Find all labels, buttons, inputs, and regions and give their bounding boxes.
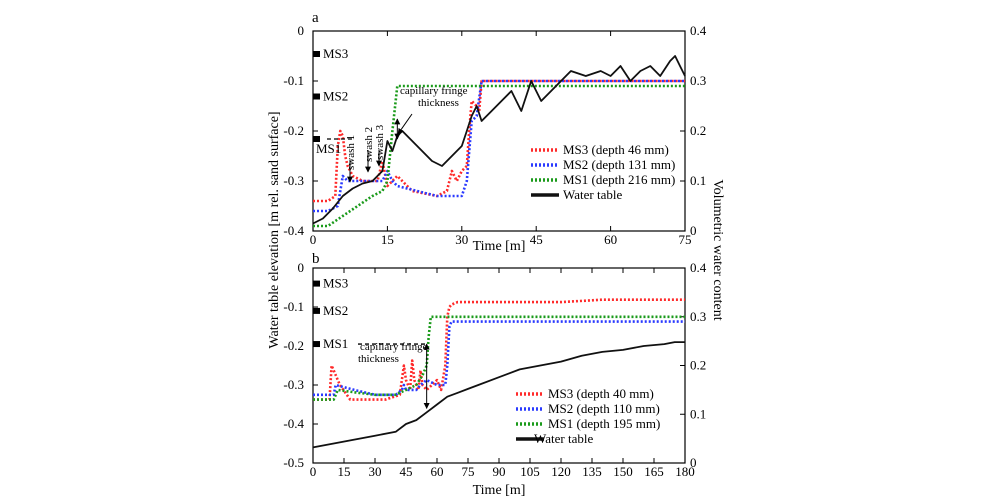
series-line-ms1: [313, 84, 685, 228]
legend-b-ms3-label: MS3 (depth 40 mm): [548, 386, 654, 401]
station-label-ms2: MS2: [323, 303, 348, 318]
x-tick-label: 15: [338, 464, 351, 479]
y-right-tick-label: 0.1: [690, 173, 706, 188]
series-line-water: [312, 55, 686, 225]
legend-a-ms2-label: MS2 (depth 131 mm): [563, 157, 675, 172]
y-right-tick-label: 0.2: [690, 123, 706, 138]
y-left-tick-label: -0.4: [283, 223, 304, 238]
panel-a-xlabel: Time [m]: [473, 239, 526, 254]
y-left-tick-label: -0.2: [283, 123, 304, 138]
y-left-tick-label: 0: [298, 260, 305, 275]
legend-b-watertable-label: Water table: [534, 431, 593, 446]
station-marker-ms1: [313, 341, 320, 348]
x-tick-label: 0: [310, 232, 317, 247]
x-tick-label: 60: [604, 232, 617, 247]
x-tick-label: 60: [431, 464, 444, 479]
x-tick-label: 90: [493, 464, 506, 479]
y-left-tick-label: -0.1: [283, 299, 304, 314]
station-marker-ms1: [313, 136, 320, 142]
y-left-tick-label: -0.4: [283, 416, 304, 431]
x-tick-label: 105: [520, 464, 540, 479]
x-tick-label: 120: [551, 464, 571, 479]
y-right-tick-label: 0.4: [690, 23, 707, 38]
station-marker-ms2: [313, 93, 320, 100]
station-marker-ms3: [313, 280, 320, 287]
y-left-tick-label: -0.3: [283, 377, 304, 392]
panel-a-legend: MS3 (depth 46 mm) MS2 (depth 131 mm) MS1…: [531, 142, 675, 202]
panel-a-stations: MS3 MS2 MS1: [313, 46, 348, 156]
ylabel-right: Volumetric water content: [710, 179, 725, 320]
panel-a-ticks: 0 15 30 45 60 75 -0.4 -0.3 -0.2 -0.1 0 0 0.1 0.2 0.3 0.…: [283, 23, 706, 247]
x-tick-label: 135: [582, 464, 602, 479]
panel-b: b 0 15 30 45 60 75 90 105 120 135 150 165 180 -0.5 -0.…: [283, 251, 706, 498]
swash-2-label: swash 2: [363, 127, 375, 162]
station-label-ms1: MS1: [323, 336, 348, 351]
series-line-water: [312, 341, 685, 449]
swash-3-label: swash 3: [374, 124, 386, 160]
series-line-ms2: [313, 79, 685, 213]
panel-b-stations: MS3 MS2 MS1: [313, 276, 348, 351]
y-left-tick-label: 0: [298, 23, 305, 38]
panel-a: a 0 15 30 45 60 75 -0.4 -0.3 -0.2 -0.1 0 0 0.1 0.2 0.3…: [283, 10, 706, 254]
panel-b-legend: MS3 (depth 40 mm) MS2 (depth 110 mm) MS1…: [516, 386, 660, 446]
legend-b-ms1-label: MS1 (depth 195 mm): [548, 416, 660, 431]
panel-b-xlabel: Time [m]: [473, 483, 526, 498]
y-right-tick-label: 0.2: [690, 358, 706, 373]
legend-b-ms2-label: MS2 (depth 110 mm): [548, 401, 660, 416]
station-marker-ms2: [313, 307, 320, 314]
panel-b-frame: [312, 267, 686, 464]
capillary-fringe-label-a: capillary fringe thickness: [400, 85, 468, 109]
legend-a-ms1-label: MS1 (depth 216 mm): [563, 172, 675, 187]
panel-b-label: b: [312, 251, 320, 267]
y-right-tick-label: 0.3: [690, 309, 706, 324]
x-tick-label: 30: [455, 232, 468, 247]
swash-1-label: swash 1: [345, 135, 357, 170]
x-tick-label: 165: [644, 464, 664, 479]
panel-a-series: [312, 55, 686, 228]
panel-a-annotations: swash 1 swash 2 swash 3 capillary fringe…: [327, 85, 468, 183]
y-right-tick-label: 0: [690, 455, 697, 470]
panel-a-label: a: [312, 10, 319, 26]
x-tick-label: 30: [369, 464, 382, 479]
station-label-ms2: MS2: [323, 89, 348, 104]
x-tick-label: 45: [530, 232, 543, 247]
panel-b-annotations: capillary fringe thickness: [358, 341, 430, 409]
panel-b-ticks: 0 15 30 45 60 75 90 105 120 135 150 165 180 -0.5 -0.4 -…: [283, 260, 706, 479]
y-left-tick-label: -0.1: [283, 73, 304, 88]
capillary-fringe-pointer-a: [397, 113, 413, 135]
y-right-tick-label: 0.1: [690, 406, 706, 421]
ylabel-left: Water table elevation [m rel. sand surfa…: [267, 111, 282, 348]
series-line-ms2: [313, 320, 685, 397]
x-tick-label: 75: [462, 464, 475, 479]
y-left-tick-label: -0.3: [283, 173, 304, 188]
legend-a-ms3-label: MS3 (depth 46 mm): [563, 142, 669, 157]
capillary-fringe-label-b: capillary fringe thickness: [358, 341, 428, 365]
y-left-tick-label: -0.5: [283, 455, 304, 470]
station-marker-ms3: [313, 51, 320, 57]
series-line-ms3: [313, 298, 685, 401]
y-right-tick-label: 0.4: [690, 260, 707, 275]
x-tick-label: 45: [400, 464, 413, 479]
y-left-tick-label: -0.2: [283, 338, 304, 353]
legend-a-watertable-label: Water table: [563, 187, 622, 202]
y-right-tick-label: 0: [690, 223, 697, 238]
x-tick-label: 15: [381, 232, 394, 247]
station-label-ms3: MS3: [323, 46, 348, 61]
x-tick-label: 0: [310, 464, 317, 479]
y-right-tick-label: 0.3: [690, 73, 706, 88]
x-tick-label: 150: [613, 464, 633, 479]
station-label-ms3: MS3: [323, 276, 348, 291]
station-label-ms1: MS1: [316, 141, 341, 156]
x-tick-label: 75: [679, 232, 692, 247]
x-tick-label: 180: [675, 464, 695, 479]
